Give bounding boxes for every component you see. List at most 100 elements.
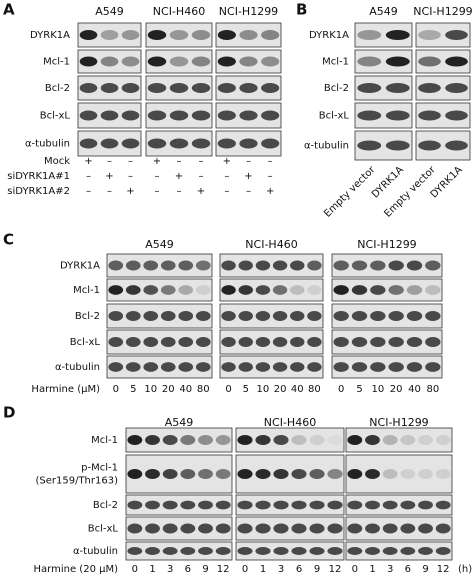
blot-band [418, 30, 441, 40]
blot-band [238, 260, 253, 271]
blot-band [79, 56, 98, 67]
cell-line-header: A549 [165, 416, 194, 429]
blot-band [347, 523, 363, 534]
cell-line-header: NCI-H1299 [369, 416, 428, 429]
condition-mark: + [244, 171, 252, 182]
blot-band [291, 523, 307, 534]
blot-band [145, 547, 160, 555]
blot-band [370, 311, 386, 321]
blot-band [221, 260, 236, 271]
blot-strip [354, 49, 413, 74]
blot-band [400, 500, 416, 510]
blot-band [445, 110, 468, 121]
blot-band [347, 435, 363, 445]
blot-band [180, 523, 196, 534]
blot-band [127, 435, 143, 445]
condition-mark: – [107, 186, 112, 197]
blot-band [125, 311, 141, 321]
blot-band [169, 110, 189, 121]
blot-strip [235, 516, 345, 541]
blot-band [291, 435, 307, 445]
blot-band [125, 285, 141, 295]
blot-band [333, 260, 349, 271]
blot-band [309, 435, 325, 445]
cell-line-header: NCI-H460 [245, 238, 297, 251]
blot-strip [125, 427, 233, 453]
blot-band [385, 56, 410, 67]
blot-band [388, 311, 404, 321]
blot-band [147, 138, 167, 149]
blot-strip [106, 355, 213, 379]
condition-mark: + [223, 156, 231, 167]
panel-letter: C [3, 231, 14, 249]
blot-band [198, 435, 213, 445]
blot-band [221, 285, 236, 295]
lane-label: 5 [356, 384, 362, 395]
lane-label: 40 [408, 384, 421, 395]
blot-band [255, 523, 271, 534]
blot-band [191, 30, 211, 40]
blot-band [400, 469, 416, 479]
blot-band [239, 83, 258, 93]
blot-band [198, 523, 213, 534]
lane-label: 80 [308, 384, 321, 395]
blot-band [418, 435, 433, 445]
blot-band [327, 500, 343, 510]
blot-band [382, 435, 398, 445]
condition-mark: – [199, 171, 204, 182]
condition-mark: + [105, 171, 113, 182]
row-label: Bcl-xL [88, 524, 119, 535]
blot-band [127, 500, 143, 510]
treatment-label: Harmine (μM) [31, 384, 100, 395]
blot-band [273, 500, 289, 510]
blot-band [143, 362, 159, 372]
blot-band [445, 30, 468, 40]
blot-band [385, 140, 410, 151]
blot-band [195, 260, 211, 271]
blot-band [418, 523, 433, 534]
blot-band [145, 435, 160, 445]
blot-strip [125, 454, 233, 494]
row-label: α-tubulin [304, 141, 349, 152]
lane-label: 0 [113, 384, 119, 395]
blot-band [357, 140, 382, 151]
blot-band [239, 56, 258, 67]
condition-mark: – [86, 171, 91, 182]
blot-band [215, 547, 231, 555]
blot-band [239, 110, 258, 121]
blot-band [145, 523, 160, 534]
condition-mark: – [177, 156, 182, 167]
blot-band [406, 260, 423, 271]
lane-label: 1 [260, 564, 266, 575]
blot-band [180, 435, 196, 445]
blot-strip [345, 541, 453, 561]
blot-band [169, 83, 189, 93]
row-label: Mcl-1 [91, 435, 118, 446]
cell-line-header: NCI-H460 [153, 5, 205, 18]
blot-band [418, 110, 441, 121]
blot-band [370, 337, 386, 347]
blot-band [272, 362, 288, 372]
blot-band [307, 285, 322, 295]
lane-label: 0 [352, 564, 358, 575]
blot-band [162, 435, 178, 445]
blot-band [290, 311, 305, 321]
blot-band [347, 547, 363, 555]
blot-band [237, 469, 253, 479]
condition-mark: + [153, 156, 161, 167]
blot-band [162, 469, 178, 479]
blot-band [160, 311, 176, 321]
blot-band [255, 362, 271, 372]
blot-band [307, 362, 322, 372]
blot-band [388, 260, 404, 271]
blot-band [273, 469, 289, 479]
blot-strip [219, 355, 324, 379]
blot-band [162, 547, 178, 555]
lane-label: 6 [405, 564, 411, 575]
blot-band [272, 337, 288, 347]
blot-band [290, 362, 305, 372]
blot-band [425, 285, 441, 295]
blot-band [147, 56, 167, 67]
lane-label: 5 [130, 384, 136, 395]
blot-band [365, 547, 380, 555]
